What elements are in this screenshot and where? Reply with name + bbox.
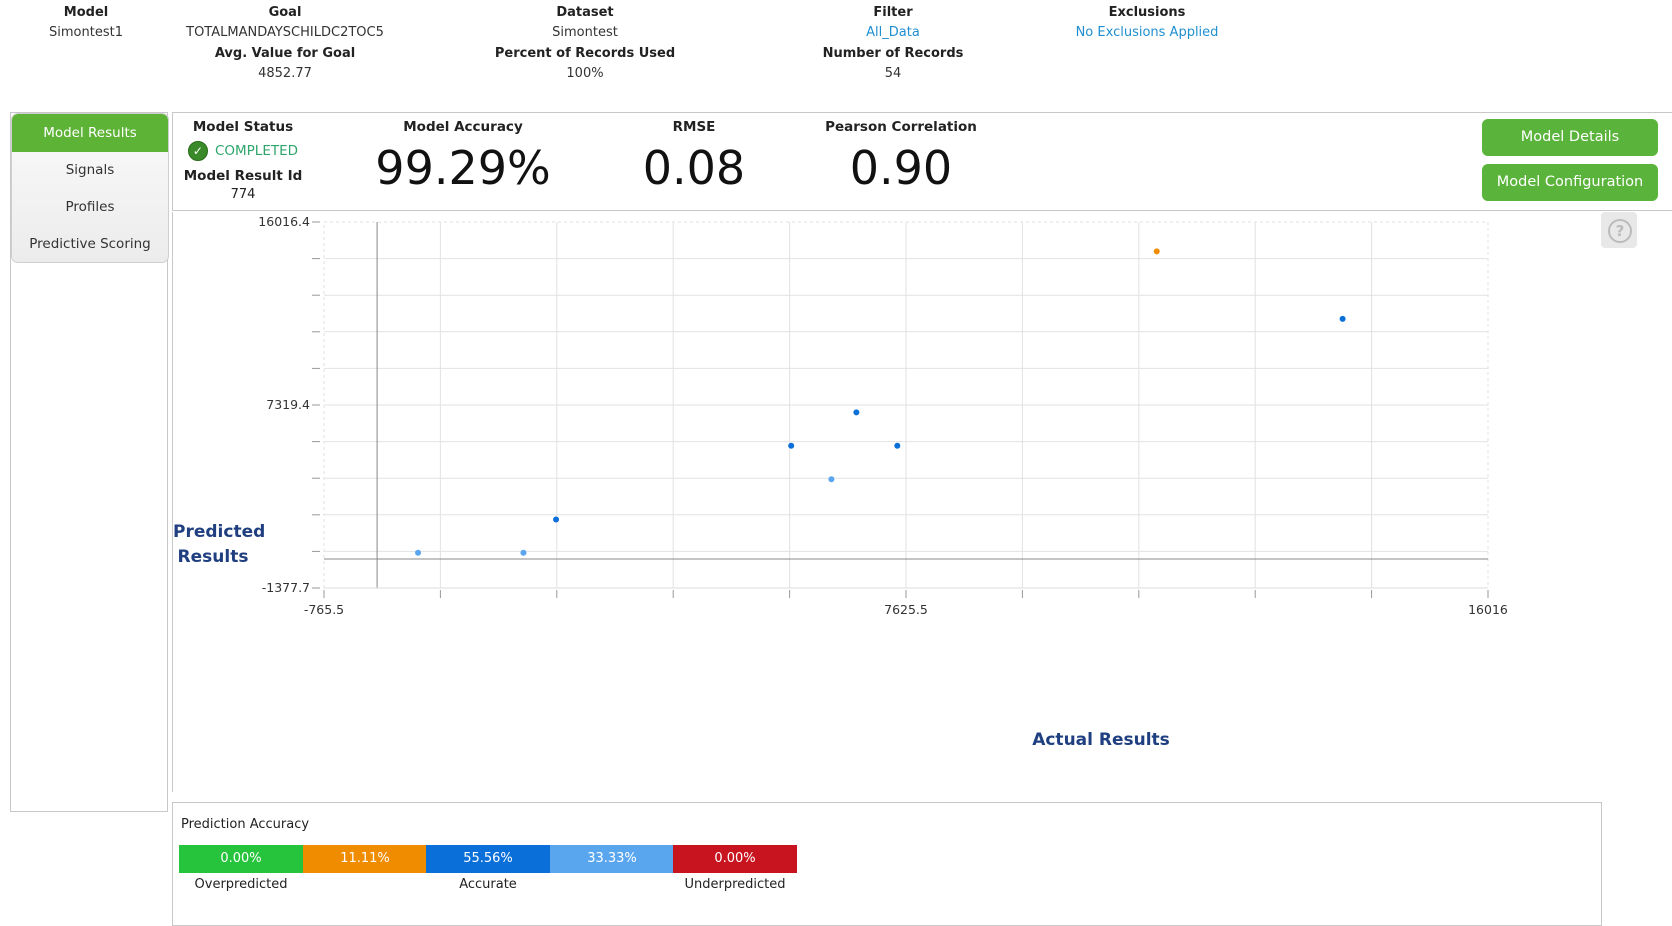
- sidebar-item-model-results[interactable]: Model Results: [12, 114, 168, 152]
- rmse-label: RMSE: [672, 119, 716, 135]
- goal-label: Goal: [268, 5, 302, 20]
- pearson-label: Pearson Correlation: [825, 119, 977, 135]
- model-status-row: ✓ COMPLETED: [183, 140, 303, 161]
- data-point: [788, 442, 795, 449]
- legend-label-underpredicted: Underpredicted: [684, 877, 786, 892]
- main-panel: Model Status ✓ COMPLETED Model Result Id …: [172, 112, 1672, 926]
- y-tick-label: 7319.4: [266, 397, 310, 412]
- sidebar-item-predictive-scoring[interactable]: Predictive Scoring: [29, 236, 151, 252]
- model-result-id-label: Model Result Id: [183, 167, 303, 184]
- scatter-chart-area: Predicted Results Actual Results 16016.4…: [172, 212, 1672, 792]
- x-tick-label: 16016: [1468, 602, 1508, 617]
- dataset-column: Dataset Simontest Percent of Records Use…: [455, 4, 715, 86]
- rmse-value: 0.08: [642, 141, 746, 195]
- model-details-button[interactable]: Model Details: [1482, 119, 1658, 156]
- sidebar: Model Results Signals Profiles Predictiv…: [10, 112, 169, 812]
- prediction-accuracy-legend: Prediction Accuracy 0.00% 11.11% 55.56% …: [172, 802, 1602, 926]
- x-tick-label: 7625.5: [884, 602, 928, 617]
- pearson-value: 0.90: [849, 141, 953, 195]
- check-circle-icon: ✓: [187, 140, 208, 161]
- exclusions-label: Exclusions: [1108, 5, 1186, 20]
- model-accuracy-label: Model Accuracy: [403, 119, 523, 135]
- exclusions-column: Exclusions No Exclusions Applied: [1017, 4, 1277, 45]
- help-button[interactable]: ?: [1601, 212, 1637, 248]
- rmse-block: RMSE 0.08: [624, 119, 764, 195]
- filter-column: Filter All_Data Number of Records 54: [763, 4, 1023, 86]
- legend-swatch-overpredicted: 0.00%: [179, 845, 303, 873]
- data-point: [1153, 248, 1160, 255]
- model-configuration-button[interactable]: Model Configuration: [1482, 164, 1658, 201]
- sidebar-item-signals[interactable]: Signals: [65, 162, 115, 178]
- legend-title: Prediction Accuracy: [181, 817, 310, 832]
- data-point: [828, 476, 835, 483]
- scatter-chart: 16016.4 7319.4 -1377.7 -765.5 7625.5 16016: [258, 214, 1508, 617]
- data-point: [553, 516, 560, 523]
- legend-swatch-accurate: 55.56%: [426, 845, 550, 873]
- y-tick-label: 16016.4: [258, 214, 310, 229]
- pearson-block: Pearson Correlation 0.90: [801, 119, 1001, 195]
- percent-records-value: 100%: [566, 66, 604, 81]
- filter-label: Filter: [873, 5, 913, 20]
- data-point: [415, 549, 422, 556]
- legend-swatch-underpredicted: 0.00%: [673, 845, 797, 873]
- legend-label-accurate: Accurate: [459, 877, 517, 892]
- y-axis-title: Predicted Results: [173, 522, 266, 567]
- model-result-id-value: 774: [230, 186, 256, 202]
- data-point: [1339, 315, 1346, 322]
- avg-goal-label: Avg. Value for Goal: [214, 46, 356, 61]
- number-records-label: Number of Records: [822, 46, 964, 61]
- model-value: Simontest1: [49, 25, 123, 40]
- y-tick-label: -1377.7: [262, 580, 310, 595]
- goal-value: TOTALMANDAYSCHILDC2TOC5: [186, 25, 384, 40]
- data-point: [853, 409, 860, 416]
- avg-goal-value: 4852.77: [258, 66, 312, 81]
- dataset-label: Dataset: [556, 5, 614, 20]
- model-column: Model Simontest1: [0, 4, 216, 45]
- model-accuracy-value: 99.29%: [375, 141, 551, 195]
- model-status-value: COMPLETED: [214, 143, 299, 159]
- model-summary-header: Model Simontest1 Goal TOTALMANDAYSCHILDC…: [0, 4, 1672, 104]
- model-status-label: Model Status: [192, 119, 294, 135]
- data-point: [520, 549, 527, 556]
- model-status-bar: Model Status ✓ COMPLETED Model Result Id …: [172, 112, 1672, 211]
- sidebar-item-profiles[interactable]: Profiles: [65, 199, 115, 215]
- exclusions-link[interactable]: No Exclusions Applied: [1075, 25, 1219, 40]
- x-tick-label: -765.5: [304, 602, 344, 617]
- dataset-value: Simontest: [552, 25, 618, 40]
- data-point: [894, 442, 901, 449]
- legend-swatch-orange: 11.11%: [303, 845, 427, 873]
- filter-link[interactable]: All_Data: [866, 25, 920, 40]
- goal-column: Goal TOTALMANDAYSCHILDC2TOC5 Avg. Value …: [155, 4, 415, 86]
- legend-swatch-light-blue: 33.33%: [550, 845, 674, 873]
- number-records-value: 54: [884, 66, 902, 81]
- sidebar-nav: Model Results Signals Profiles Predictiv…: [11, 113, 169, 263]
- x-axis-title: Actual Results: [1032, 730, 1170, 750]
- model-accuracy-block: Model Accuracy 99.29%: [363, 119, 563, 195]
- legend-label-overpredicted: Overpredicted: [194, 877, 288, 892]
- question-mark-icon: ?: [1608, 219, 1632, 243]
- model-status-block: Model Status ✓ COMPLETED Model Result Id …: [183, 119, 303, 202]
- percent-records-label: Percent of Records Used: [494, 46, 676, 61]
- model-label: Model: [63, 5, 109, 20]
